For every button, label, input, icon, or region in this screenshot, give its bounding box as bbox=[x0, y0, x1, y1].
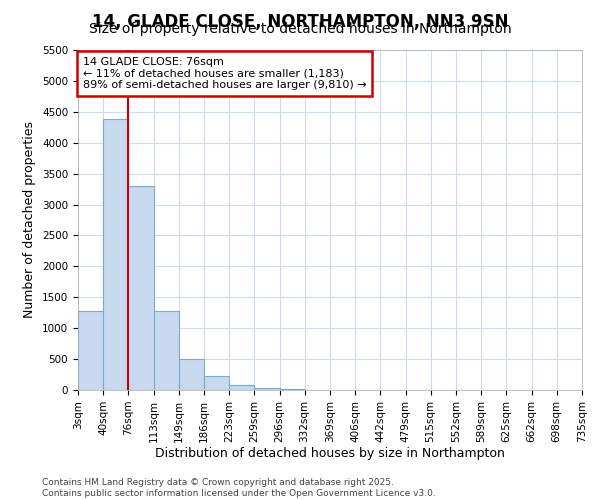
Bar bbox=[179, 359, 204, 390]
Bar bbox=[204, 376, 229, 390]
X-axis label: Distribution of detached houses by size in Northampton: Distribution of detached houses by size … bbox=[155, 448, 505, 460]
Text: Size of property relative to detached houses in Northampton: Size of property relative to detached ho… bbox=[89, 22, 511, 36]
Y-axis label: Number of detached properties: Number of detached properties bbox=[23, 122, 37, 318]
Bar bbox=[154, 311, 179, 390]
Text: 14 GLADE CLOSE: 76sqm
← 11% of detached houses are smaller (1,183)
89% of semi-d: 14 GLADE CLOSE: 76sqm ← 11% of detached … bbox=[83, 57, 367, 90]
Bar bbox=[103, 119, 128, 390]
Bar bbox=[229, 385, 254, 390]
Bar bbox=[78, 311, 103, 390]
Text: Contains HM Land Registry data © Crown copyright and database right 2025.
Contai: Contains HM Land Registry data © Crown c… bbox=[42, 478, 436, 498]
Bar bbox=[254, 388, 280, 390]
Text: 14, GLADE CLOSE, NORTHAMPTON, NN3 9SN: 14, GLADE CLOSE, NORTHAMPTON, NN3 9SN bbox=[92, 12, 508, 30]
Bar bbox=[128, 186, 154, 390]
